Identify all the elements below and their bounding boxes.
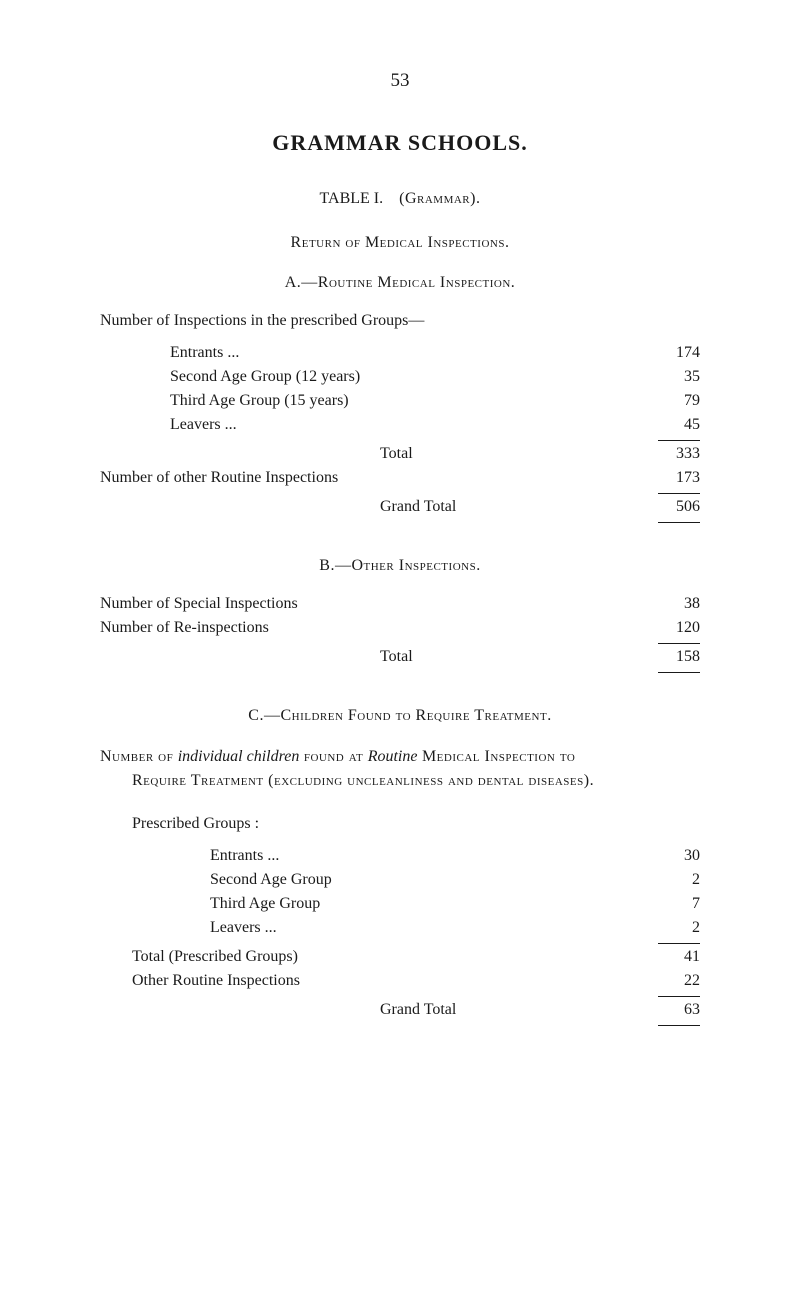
separator-line	[658, 672, 700, 673]
document-page: 53 GRAMMAR SCHOOLS. TABLE I. (Grammar). …	[0, 0, 800, 1120]
grand-total-value: 506	[640, 498, 700, 516]
return-heading: Return of Medical Inspections.	[100, 234, 700, 252]
page-number: 53	[100, 70, 700, 92]
section-c: C.—Children Found to Require Treatment. …	[100, 707, 700, 1026]
narrative-text: found at	[299, 748, 367, 765]
narrative-text: Medical Inspection to	[417, 748, 575, 765]
grand-total-value: 63	[640, 1001, 700, 1019]
separator-line	[658, 493, 700, 494]
row-value: 30	[640, 847, 700, 865]
separator-line	[658, 996, 700, 997]
section-c-heading: C.—Children Found to Require Treatment.	[100, 707, 700, 725]
row-value: 174	[640, 344, 700, 362]
row-value: 173	[640, 469, 700, 487]
row-label: Leavers ...	[100, 416, 640, 434]
table-row: Total 333	[100, 445, 700, 463]
table-row: Third Age Group 7	[100, 895, 700, 913]
row-label: Leavers ...	[100, 919, 640, 937]
table-row: Second Age Group 2	[100, 871, 700, 889]
grand-total-label: Grand Total	[100, 498, 640, 516]
row-value: 35	[640, 368, 700, 386]
total-value: 333	[640, 445, 700, 463]
row-label: Second Age Group	[100, 871, 640, 889]
row-label: Total (Prescribed Groups)	[100, 948, 640, 966]
table-row: Total 158	[100, 648, 700, 666]
total-label: Total	[100, 445, 640, 463]
table-row: Entrants ... 174	[100, 344, 700, 362]
section-a-intro: Number of Inspections in the prescribed …	[100, 312, 700, 330]
total-value: 158	[640, 648, 700, 666]
table-row: Grand Total 63	[100, 1001, 700, 1019]
table-row: Number of other Routine Inspections 173	[100, 469, 700, 487]
row-value: 7	[640, 895, 700, 913]
separator-line	[658, 1025, 700, 1026]
row-label: Third Age Group	[100, 895, 640, 913]
row-value: 41	[640, 948, 700, 966]
table-row: Entrants ... 30	[100, 847, 700, 865]
separator-line	[658, 943, 700, 944]
row-label: Number of Special Inspections	[100, 595, 640, 613]
narrative-line2: Require Treatment (excluding uncleanline…	[100, 769, 594, 793]
row-value: 22	[640, 972, 700, 990]
row-value: 2	[640, 871, 700, 889]
row-value: 79	[640, 392, 700, 410]
grand-total-label: Grand Total	[100, 1001, 640, 1019]
separator-line	[658, 522, 700, 523]
table-row: Second Age Group (12 years) 35	[100, 368, 700, 386]
row-label: Third Age Group (15 years)	[100, 392, 640, 410]
row-label: Other Routine Inspections	[100, 972, 640, 990]
table-row: Number of Special Inspections 38	[100, 595, 700, 613]
row-label: Entrants ...	[100, 847, 640, 865]
section-a: A.—Routine Medical Inspection. Number of…	[100, 274, 700, 523]
prescribed-label: Prescribed Groups :	[100, 815, 700, 833]
table-row: Other Routine Inspections 22	[100, 972, 700, 990]
separator-line	[658, 643, 700, 644]
separator-line	[658, 440, 700, 441]
row-label: Number of Re-inspections	[100, 619, 640, 637]
narrative-italic: Routine	[368, 748, 418, 765]
row-value: 120	[640, 619, 700, 637]
row-value: 45	[640, 416, 700, 434]
row-label: Entrants ...	[100, 344, 640, 362]
total-label: Total	[100, 648, 640, 666]
table-row: Total (Prescribed Groups) 41	[100, 948, 700, 966]
table-row: Leavers ... 45	[100, 416, 700, 434]
section-c-narrative: Number of individual children found at R…	[100, 745, 700, 793]
row-value: 38	[640, 595, 700, 613]
row-label: Number of other Routine Inspections	[100, 469, 640, 487]
table-row: Number of Re-inspections 120	[100, 619, 700, 637]
table-row: Third Age Group (15 years) 79	[100, 392, 700, 410]
table-label-suffix: (Grammar).	[399, 190, 480, 207]
table-row: Grand Total 506	[100, 498, 700, 516]
section-b: B.—Other Inspections. Number of Special …	[100, 557, 700, 673]
row-label: Second Age Group (12 years)	[100, 368, 640, 386]
section-a-heading: A.—Routine Medical Inspection.	[100, 274, 700, 292]
narrative-italic: individual children	[178, 748, 300, 765]
main-title: GRAMMAR SCHOOLS.	[100, 130, 700, 156]
narrative-text: Number of	[100, 748, 178, 765]
table-row: Leavers ... 2	[100, 919, 700, 937]
row-value: 2	[640, 919, 700, 937]
table-label-prefix: TABLE I.	[320, 190, 384, 207]
table-label: TABLE I. (Grammar).	[100, 190, 700, 208]
section-b-heading: B.—Other Inspections.	[100, 557, 700, 575]
